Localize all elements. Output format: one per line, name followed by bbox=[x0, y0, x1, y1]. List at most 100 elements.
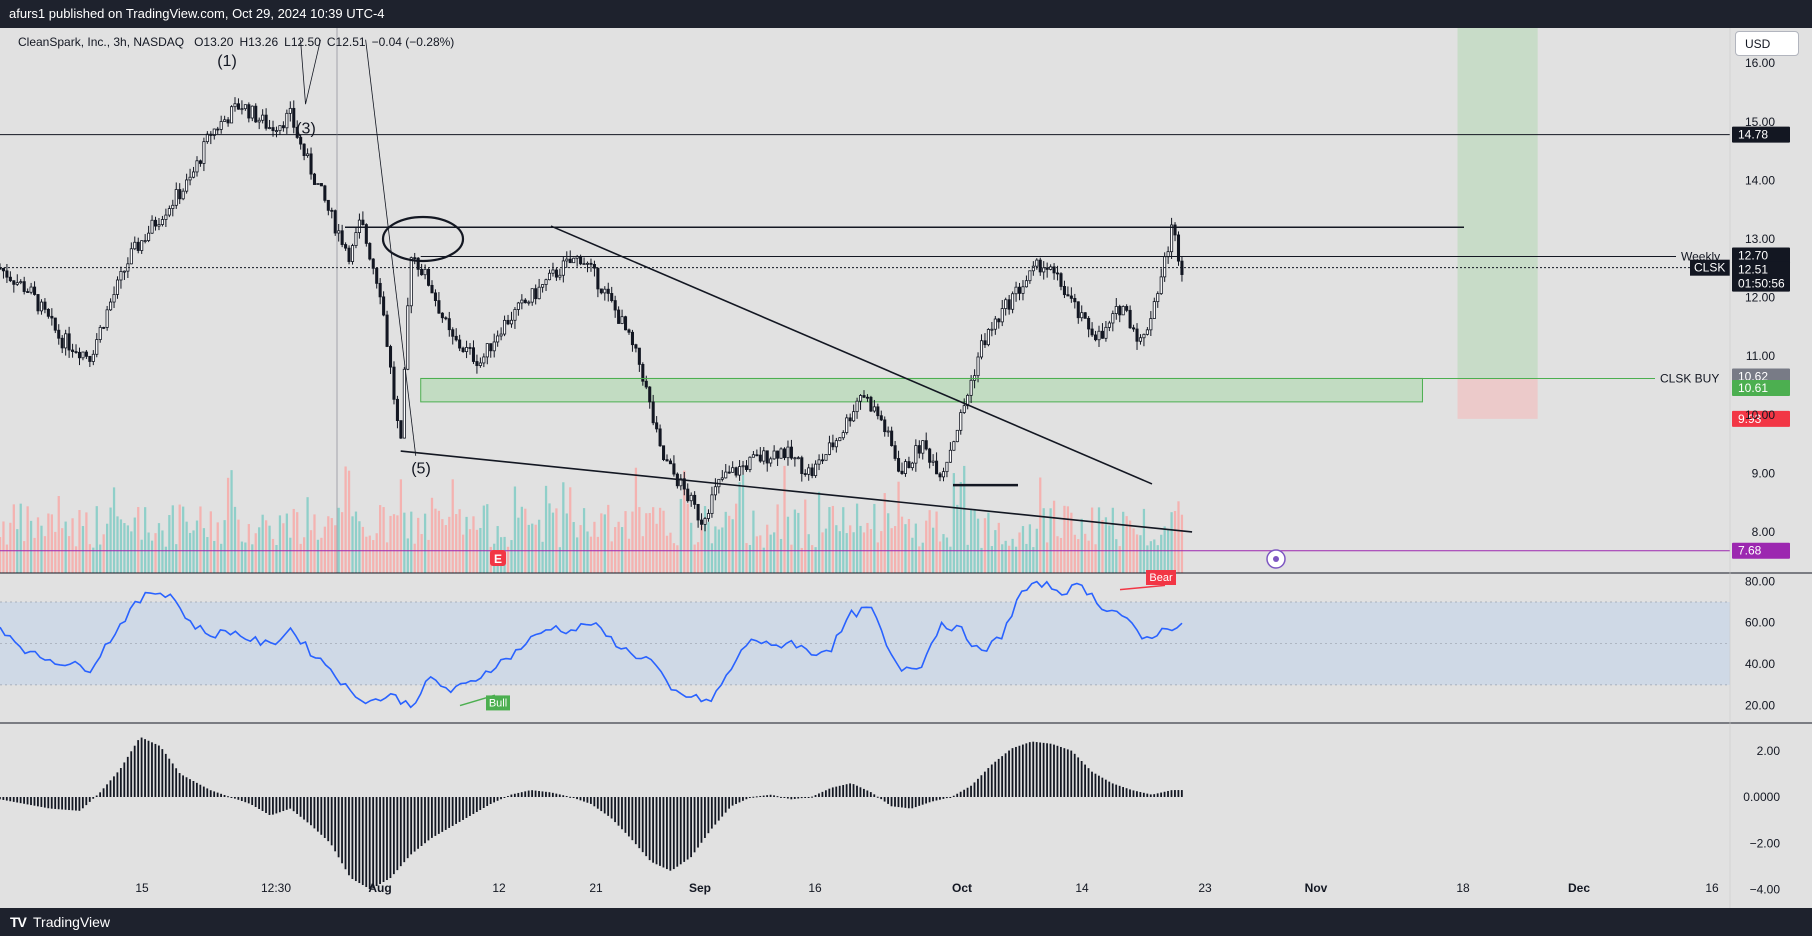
candle bbox=[416, 257, 420, 270]
volume-bar bbox=[95, 506, 98, 573]
volume-bar bbox=[1046, 542, 1049, 573]
volume-bar bbox=[482, 505, 485, 573]
volume-bar bbox=[178, 504, 181, 573]
volume-bar bbox=[983, 518, 987, 573]
candle bbox=[247, 104, 251, 119]
histogram-bar bbox=[818, 793, 820, 797]
volume-bar bbox=[175, 544, 178, 573]
candle bbox=[948, 449, 952, 463]
histogram-bar bbox=[278, 797, 281, 813]
volume-bar bbox=[233, 506, 237, 573]
candle bbox=[67, 333, 71, 351]
histogram-bar bbox=[344, 797, 347, 870]
candle bbox=[302, 143, 306, 157]
histogram-bar bbox=[19, 797, 22, 804]
volume-bar bbox=[140, 539, 143, 573]
candle bbox=[240, 108, 244, 111]
volume-bar bbox=[182, 506, 185, 573]
histogram-bar bbox=[762, 795, 765, 797]
histogram-bar bbox=[379, 797, 381, 885]
candle bbox=[143, 240, 147, 242]
candle bbox=[1097, 330, 1101, 341]
histogram-bar bbox=[144, 739, 146, 797]
level-line-label: CLSK BUY bbox=[1660, 371, 1719, 385]
volume-bar bbox=[887, 513, 890, 573]
volume-bar bbox=[26, 506, 29, 573]
histogram-bar bbox=[579, 797, 582, 801]
histogram-bar bbox=[973, 782, 976, 797]
volume-bar bbox=[19, 503, 22, 573]
candle bbox=[223, 119, 227, 122]
candle bbox=[1170, 224, 1174, 253]
volume-bar bbox=[271, 538, 275, 573]
histogram-bar bbox=[268, 797, 271, 815]
volume-bar bbox=[168, 515, 171, 573]
histogram-bar bbox=[361, 797, 364, 886]
footer-brand[interactable]: TradingView bbox=[33, 914, 111, 930]
volume-bar bbox=[302, 537, 306, 573]
volume-bar bbox=[576, 537, 579, 573]
candle bbox=[617, 309, 621, 324]
candle bbox=[651, 401, 655, 424]
rsi-line bbox=[0, 580, 1183, 709]
candle bbox=[585, 262, 590, 265]
volume-bar bbox=[662, 510, 665, 573]
candle bbox=[195, 160, 199, 173]
histogram-bar bbox=[1039, 742, 1042, 797]
candle bbox=[865, 396, 869, 399]
volume-bar bbox=[513, 486, 517, 573]
candle bbox=[354, 232, 358, 246]
candle bbox=[886, 430, 890, 433]
candle bbox=[641, 364, 645, 382]
volume-bar bbox=[275, 544, 278, 573]
candle bbox=[551, 269, 555, 274]
candle bbox=[1045, 267, 1049, 270]
candle bbox=[820, 459, 825, 462]
candle bbox=[109, 301, 113, 311]
candle bbox=[423, 268, 427, 276]
candle bbox=[1007, 299, 1011, 310]
candle bbox=[1138, 337, 1143, 342]
candle bbox=[520, 299, 524, 304]
volume-bar bbox=[980, 547, 983, 573]
candle bbox=[655, 422, 659, 430]
histogram-bar bbox=[403, 797, 406, 863]
histogram-bar bbox=[1098, 775, 1100, 797]
candle bbox=[800, 457, 804, 474]
histogram-bar bbox=[1180, 790, 1183, 797]
candle bbox=[696, 503, 700, 521]
volume-bar bbox=[1101, 520, 1104, 573]
histogram-bar bbox=[1118, 785, 1121, 797]
volume-bar bbox=[686, 503, 689, 573]
histogram-bar bbox=[652, 797, 654, 863]
candle bbox=[316, 183, 320, 185]
histogram-bar bbox=[327, 797, 330, 842]
candle bbox=[1114, 306, 1118, 315]
volume-bar bbox=[213, 540, 216, 573]
currency-button[interactable]: USD bbox=[1735, 31, 1799, 56]
legend-high: H13.26 bbox=[239, 35, 278, 49]
volume-bar bbox=[693, 544, 696, 573]
candle bbox=[81, 351, 85, 359]
histogram-bar bbox=[154, 743, 157, 797]
candle bbox=[523, 299, 527, 304]
header-bar: afurs1 published on TradingView.com, Oct… bbox=[0, 0, 1812, 28]
volume-bar bbox=[631, 511, 634, 573]
candle bbox=[261, 114, 265, 121]
price-axis-tick: 12.00 bbox=[1745, 291, 1775, 305]
candle bbox=[22, 281, 26, 292]
rsi-axis-tick: 60.00 bbox=[1745, 616, 1775, 630]
candle bbox=[907, 461, 911, 469]
candle bbox=[46, 308, 50, 317]
histogram-bar bbox=[627, 797, 630, 837]
candle bbox=[413, 257, 417, 260]
candle bbox=[326, 199, 330, 211]
candle bbox=[74, 351, 78, 353]
volume-bar bbox=[731, 519, 734, 573]
candle bbox=[513, 309, 517, 321]
histogram-bar bbox=[493, 797, 496, 803]
candle bbox=[976, 356, 980, 377]
histogram-bar bbox=[520, 792, 523, 797]
price-tag-text: 14.78 bbox=[1738, 128, 1768, 142]
